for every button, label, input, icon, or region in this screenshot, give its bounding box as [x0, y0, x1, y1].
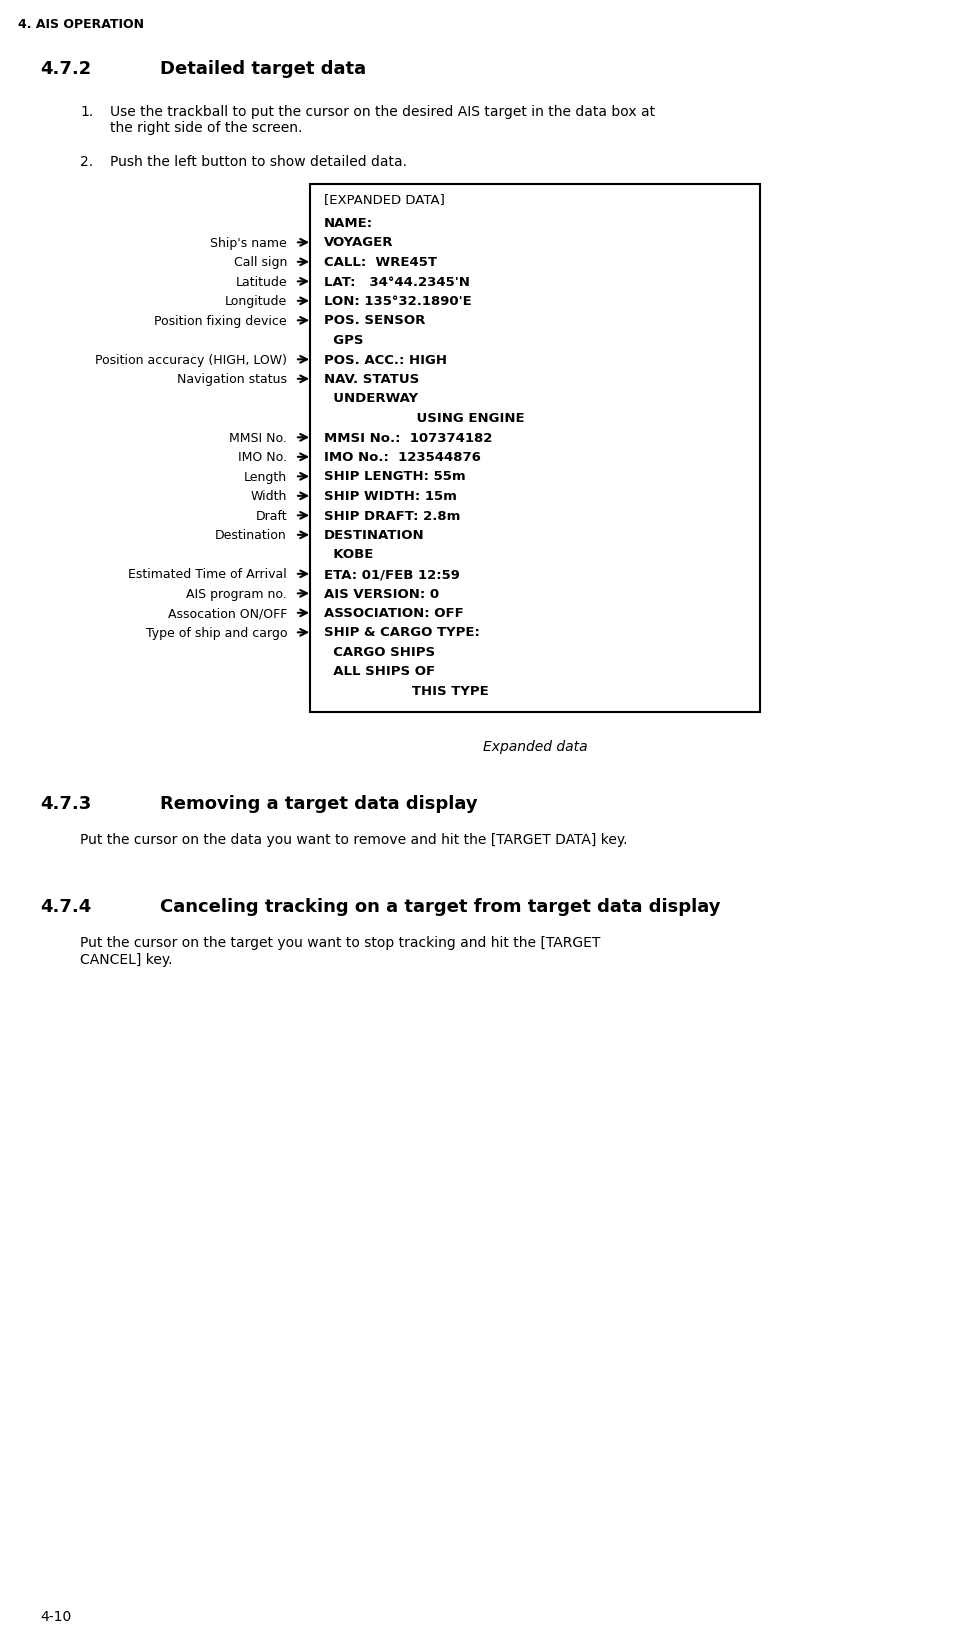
FancyBboxPatch shape: [310, 184, 760, 712]
Text: Canceling tracking on a target from target data display: Canceling tracking on a target from targ…: [160, 898, 721, 916]
Text: THIS TYPE: THIS TYPE: [324, 684, 489, 697]
Text: Draft: Draft: [255, 509, 287, 522]
Text: SHIP & CARGO TYPE:: SHIP & CARGO TYPE:: [324, 627, 480, 640]
Text: LAT:   34°44.2345'N: LAT: 34°44.2345'N: [324, 276, 469, 289]
Text: SHIP LENGTH: 55m: SHIP LENGTH: 55m: [324, 470, 466, 483]
Text: Estimated Time of Arrival: Estimated Time of Arrival: [129, 568, 287, 581]
Text: Navigation status: Navigation status: [177, 374, 287, 387]
Text: NAV. STATUS: NAV. STATUS: [324, 372, 419, 385]
Text: Type of ship and cargo: Type of ship and cargo: [145, 627, 287, 640]
Text: IMO No.:  123544876: IMO No.: 123544876: [324, 450, 481, 463]
Text: AIS VERSION: 0: AIS VERSION: 0: [324, 588, 439, 601]
Text: Longitude: Longitude: [225, 295, 287, 308]
Text: NAME:: NAME:: [324, 217, 373, 230]
Text: Latitude: Latitude: [236, 276, 287, 289]
Text: Put the cursor on the data you want to remove and hit the [TARGET DATA] key.: Put the cursor on the data you want to r…: [80, 832, 627, 847]
Text: Expanded data: Expanded data: [483, 739, 587, 754]
Text: ETA: 01/FEB 12:59: ETA: 01/FEB 12:59: [324, 568, 460, 581]
Text: 4.7.4: 4.7.4: [40, 898, 92, 916]
Text: 1.: 1.: [80, 104, 94, 119]
Text: Call sign: Call sign: [234, 256, 287, 269]
Text: Removing a target data display: Removing a target data display: [160, 795, 477, 813]
Text: DESTINATION: DESTINATION: [324, 529, 425, 542]
Text: GPS: GPS: [324, 335, 363, 346]
Text: 2.: 2.: [80, 155, 94, 168]
Text: USING ENGINE: USING ENGINE: [324, 411, 525, 424]
Text: VOYAGER: VOYAGER: [324, 237, 393, 250]
Text: Assocation ON/OFF: Assocation ON/OFF: [168, 607, 287, 620]
Text: ASSOCIATION: OFF: ASSOCIATION: OFF: [324, 607, 464, 620]
Text: IMO No.: IMO No.: [238, 450, 287, 463]
Text: Position fixing device: Position fixing device: [154, 315, 287, 328]
Text: Length: Length: [244, 470, 287, 483]
Text: 4. AIS OPERATION: 4. AIS OPERATION: [18, 18, 144, 31]
Text: Width: Width: [250, 490, 287, 503]
Text: KOBE: KOBE: [324, 548, 373, 561]
Text: 4.7.2: 4.7.2: [40, 60, 92, 78]
Text: POS. ACC.: HIGH: POS. ACC.: HIGH: [324, 353, 447, 366]
Text: 4.7.3: 4.7.3: [40, 795, 92, 813]
Text: MMSI No.: MMSI No.: [229, 431, 287, 444]
Text: SHIP WIDTH: 15m: SHIP WIDTH: 15m: [324, 490, 457, 503]
Text: UNDERWAY: UNDERWAY: [324, 392, 418, 405]
Text: Ship's name: Ship's name: [210, 237, 287, 250]
Text: Push the left button to show detailed data.: Push the left button to show detailed da…: [110, 155, 407, 168]
Text: SHIP DRAFT: 2.8m: SHIP DRAFT: 2.8m: [324, 509, 461, 522]
Text: MMSI No.:  107374182: MMSI No.: 107374182: [324, 431, 493, 444]
Text: ALL SHIPS OF: ALL SHIPS OF: [324, 666, 435, 677]
Text: Detailed target data: Detailed target data: [160, 60, 366, 78]
Text: Destination: Destination: [215, 529, 287, 542]
Text: [EXPANDED DATA]: [EXPANDED DATA]: [324, 193, 445, 206]
Text: Use the trackball to put the cursor on the desired AIS target in the data box at: Use the trackball to put the cursor on t…: [110, 104, 656, 135]
Text: LON: 135°32.1890'E: LON: 135°32.1890'E: [324, 295, 471, 308]
Text: CARGO SHIPS: CARGO SHIPS: [324, 646, 435, 659]
Text: CALL:  WRE45T: CALL: WRE45T: [324, 256, 437, 269]
Text: Put the cursor on the target you want to stop tracking and hit the [TARGET
CANCE: Put the cursor on the target you want to…: [80, 935, 600, 966]
Text: POS. SENSOR: POS. SENSOR: [324, 315, 426, 328]
Text: Position accuracy (HIGH, LOW): Position accuracy (HIGH, LOW): [95, 354, 287, 367]
Text: AIS program no.: AIS program no.: [186, 588, 287, 601]
Text: 4-10: 4-10: [40, 1609, 71, 1622]
